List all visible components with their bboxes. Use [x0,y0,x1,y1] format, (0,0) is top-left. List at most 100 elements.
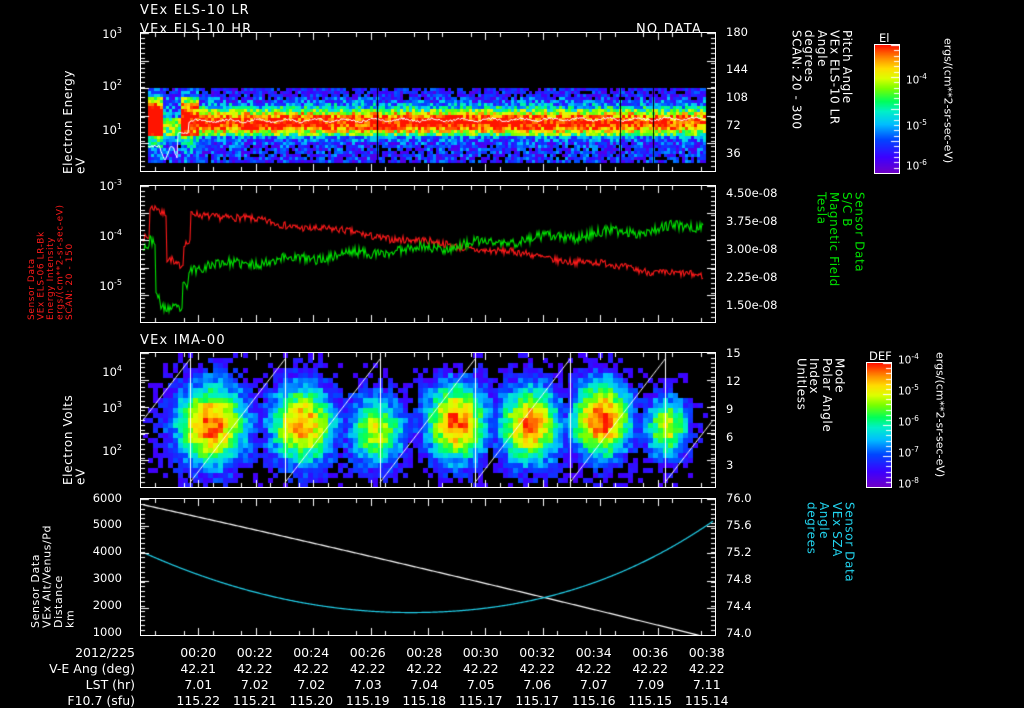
panel1-rtick-36: 36 [726,146,741,160]
table-cell-r3-c3: 115.19 [345,693,390,708]
panel3-rtick-3: 3 [726,458,734,472]
table-row-label-0: 2012/225 [75,645,135,660]
panel2-lineplot-canvas [141,186,715,322]
panel1-colorbar-title: El [879,31,890,45]
panel1-plot-frame[interactable] [140,32,716,172]
panel3-rtick-12: 12 [726,374,741,388]
table-cell-r3-c5: 115.17 [458,693,503,708]
table-cell-r3-c6: 115.17 [515,693,560,708]
panel1-rtick-180: 180 [726,25,748,39]
table-cell-r2-c2: 7.02 [297,677,326,692]
panel2-right-label-line4: Tesla [814,192,829,225]
panel3-rtick-15: 15 [726,346,741,360]
panel3-rtick-9: 9 [726,402,734,416]
panel4-rtick-3: 74.8 [726,572,752,586]
panel3-colorbar-tick-0: 10-4 [898,352,919,367]
panel1-right-label-line3: Angle [814,30,829,68]
table-row-label-2: LST (hr) [85,677,135,692]
table-cell-r2-c0: 7.01 [184,677,213,692]
panel3-ytick-1e2: 102 [102,443,122,458]
panel3-right-label-line3: Index [807,358,822,395]
panel4-ytick-4000: 4000 [92,544,122,558]
panel4-rtick-0: 76.0 [726,491,752,505]
panel4-ytick-3000: 3000 [92,571,122,585]
panel4-right-label-line1: Sensor Data [842,502,857,583]
panel1-colorbar-tick-1: 10-5 [906,118,927,133]
panel4-lineplot-canvas [141,499,715,635]
panel1-rtick-72: 72 [726,118,741,132]
panel1-right-label-line2: VEx ELS-10 LR [827,30,842,125]
panel4-rtick-2: 75.2 [726,545,752,559]
table-cell-r2-c1: 7.02 [240,677,269,692]
panel2-rtick-2: 3.00e-08 [726,242,778,256]
panel4-ytick-1000: 1000 [92,625,122,639]
table-cell-r1-c8: 42.22 [632,661,669,676]
panel4-plot-frame[interactable] [140,498,716,636]
panel3-colorbar-title: DEF [869,349,892,363]
panel3-colorbar-tick-1: 10-5 [898,383,919,398]
panel3-colorbar-unit: ergs/(cm**2-sr-sec-eV) [933,352,947,478]
panel1-lr-title: VEx ELS-10 LR [140,3,250,18]
panel2-rtick-4: 1.50e-08 [726,298,778,312]
panel4-rtick-5: 74.0 [726,626,752,640]
panel1-right-label-line4: degrees [802,30,817,83]
table-cell-r3-c4: 115.18 [402,693,447,708]
panel3-right-label-line2: Polar Angle [819,358,834,433]
table-row-label-3: F10.7 (sfu) [67,693,135,708]
panel1-colorbar-tick-2: 10-6 [906,158,927,173]
panel3-right-axis-label: Mode Polar Angle Index Unitless [794,358,847,482]
panel2-rtick-3: 2.25e-08 [726,270,778,284]
panel4-rtick-1: 75.6 [726,518,752,532]
bottom-parameter-table: 2012/225 V-E Ang (deg) LST (hr) F10.7 (sfu)… [0,645,1024,708]
table-cell-r2-c4: 7.04 [410,677,439,692]
panel3-right-label-line1: Mode [832,358,847,394]
panel3-left-label-line2: eV [73,468,88,485]
panel1-right-label-line5: SCAN: 20 - 300 [789,30,804,130]
table-cell-r2-c5: 7.05 [466,677,495,692]
panel2-left-axis-label: Sensor Data VEx ELS-06 LR-Bk Energy Inte… [27,190,75,320]
panel2-right-label-line1: Sensor Data [852,192,867,273]
panel3-colorbar-tick-4: 10-8 [898,476,919,491]
panel1-ytick-100: 102 [102,78,122,93]
table-row-label-1: V-E Ang (deg) [49,661,135,676]
table-cell-r2-c9: 7.11 [692,677,721,692]
table-cell-r1-c5: 42.22 [462,661,499,676]
panel2-rtick-1: 3.75e-08 [726,214,778,228]
panel1-colorbar [874,44,900,174]
table-cell-r2-c6: 7.06 [523,677,552,692]
table-cell-r3-c8: 115.15 [628,693,673,708]
panel2-right-label-line3: Magnetic Field [827,192,842,287]
panel4-right-label-line3: Angle [817,502,832,540]
panel3-right-label-line4: Unitless [794,358,809,411]
panel4-ytick-2000: 2000 [92,598,122,612]
panel1-colorbar-gradient [875,45,899,173]
table-cell-r2-c7: 7.07 [579,677,608,692]
table-cell-r0-c6: 00:32 [519,645,556,660]
table-cell-r0-c1: 00:22 [236,645,273,660]
panel4-rtick-4: 74.4 [726,599,752,613]
panel3-plot-frame[interactable] [140,352,716,488]
panel1-spectrogram-canvas [141,33,715,171]
table-cell-r1-c0: 42.21 [180,661,217,676]
table-cell-r0-c0: 00:20 [180,645,217,660]
table-cell-r3-c9: 115.14 [684,693,729,708]
panel1-rtick-144: 144 [726,62,748,76]
panel3-colorbar-gradient [867,363,891,487]
panel1-ytick-10: 101 [102,122,122,137]
panel3-colorbar [866,362,892,488]
panel4-ytick-6000: 6000 [92,491,122,505]
panel2-rtick-0: 4.50e-08 [726,186,778,200]
panel2-plot-frame[interactable] [140,185,716,323]
panel3-colorbar-tick-3: 10-7 [898,445,919,460]
panel1-right-label-line1: Pitch Angle [839,30,854,104]
panel4-right-label-line4: degrees [804,502,819,555]
panel1-right-axis-label: Pitch Angle VEx ELS-10 LR Angle degrees … [789,30,854,175]
panel3-ytick-1e4: 104 [102,364,122,379]
table-cell-r2-c8: 7.09 [636,677,665,692]
panel1-left-axis-label: Electron Energy eV [61,46,88,174]
panel2-right-axis-label: Sensor Data S/C B Magnetic Field Tesla [814,192,867,316]
table-cell-r0-c7: 00:34 [575,645,612,660]
panel4-right-label-line2: VEx SZA [829,502,844,557]
table-cell-r0-c9: 00:38 [688,645,725,660]
